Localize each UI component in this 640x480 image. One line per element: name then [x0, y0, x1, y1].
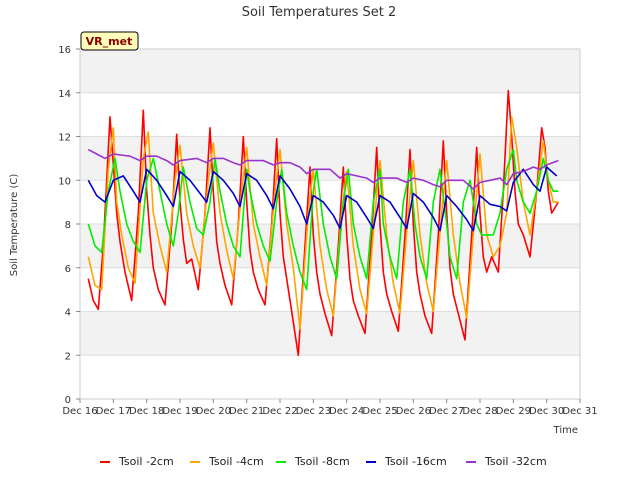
y-axis-ticks: 0 2 4 6 8 10 12 14 16 — [58, 45, 80, 406]
x-tick-label: Dec 28 — [462, 406, 497, 417]
legend-label: Tsoil -16cm — [384, 455, 447, 468]
grid-bands — [80, 49, 580, 356]
series-line-tsoil-4cm — [87, 116, 559, 330]
y-axis-label: Soil Temperature (C) — [9, 174, 20, 277]
y-tick-label: 0 — [65, 395, 71, 406]
series-line-tsoil-16cm — [87, 166, 558, 232]
series-line-tsoil-8cm — [87, 148, 559, 291]
y-tick-label: 16 — [58, 45, 71, 56]
legend: Tsoil -2cm Tsoil -4cm Tsoil -8cm Tsoil -16c… — [100, 455, 547, 468]
legend-item: Tsoil -8cm — [276, 455, 350, 468]
x-tick-label: Dec 20 — [196, 406, 231, 417]
x-tick-label: Dec 29 — [496, 406, 531, 417]
site-badge-box — [80, 31, 139, 51]
grid-band — [80, 311, 580, 356]
legend-label: Tsoil -32cm — [484, 455, 547, 468]
x-tick-label: Dec 23 — [296, 406, 331, 417]
x-tick-label: Dec 27 — [429, 406, 464, 417]
x-tick-label: Dec 22 — [262, 406, 297, 417]
legend-item: Tsoil -32cm — [466, 455, 547, 468]
x-tick-label: Dec 30 — [529, 406, 564, 417]
x-tick-label: Dec 26 — [396, 406, 431, 417]
x-tick-label: Dec 19 — [162, 406, 197, 417]
y-tick-label: 10 — [58, 176, 71, 187]
x-tick-label: Dec 25 — [362, 406, 397, 417]
x-tick-label: Dec 21 — [229, 406, 264, 417]
series-layer — [87, 89, 559, 357]
grid-band — [80, 49, 580, 93]
x-tick-label: Dec 17 — [96, 406, 131, 417]
y-tick-label: 8 — [65, 220, 71, 231]
chart-title: Soil Temperatures Set 2 — [242, 5, 397, 20]
y-tick-label: 6 — [65, 264, 71, 275]
y-tick-label: 4 — [65, 308, 71, 319]
y-tick-label: 14 — [58, 89, 71, 100]
legend-label: Tsoil -8cm — [294, 455, 350, 468]
x-tick-label: Dec 18 — [129, 406, 164, 417]
legend-label: Tsoil -4cm — [208, 455, 264, 468]
series-line-tsoil-32cm — [87, 148, 559, 190]
legend-item: Tsoil -4cm — [190, 455, 264, 468]
site-badge: VR_met — [80, 31, 139, 51]
grid-band — [80, 224, 580, 268]
x-tick-label: Dec 16 — [62, 406, 97, 417]
x-axis-label: Time — [553, 425, 578, 436]
y-tick-label: 12 — [58, 133, 71, 144]
legend-item: Tsoil -2cm — [100, 455, 174, 468]
x-tick-label: Dec 24 — [329, 406, 364, 417]
y-tick-label: 2 — [65, 351, 71, 362]
x-tick-label: Dec 31 — [562, 406, 597, 417]
site-badge-label: VR_met — [86, 35, 133, 48]
legend-item: Tsoil -16cm — [366, 455, 447, 468]
legend-label: Tsoil -2cm — [118, 455, 174, 468]
